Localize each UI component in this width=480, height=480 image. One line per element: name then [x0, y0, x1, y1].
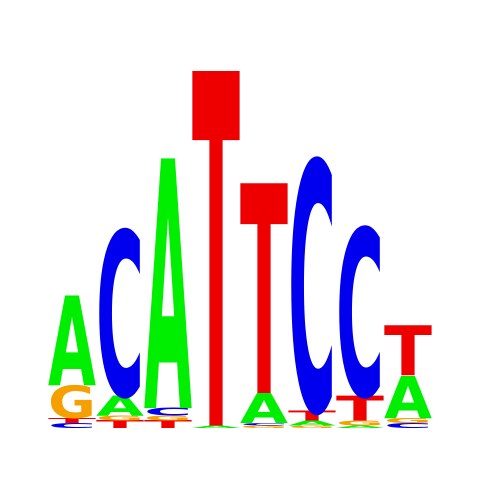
letter-c-pos6: C — [288, 94, 336, 480]
letter-a-pos7: A — [336, 425, 384, 429]
letter-t-pos4: T — [192, 0, 240, 480]
letter-c-pos2: C — [96, 188, 144, 450]
letter-g-pos1: G — [48, 378, 96, 429]
letter-c-pos5: C — [240, 422, 288, 426]
logo-column-4: AT — [192, 0, 240, 480]
letter-g-pos3: G — [144, 414, 192, 422]
letter-c-pos3: C — [144, 406, 192, 418]
letter-a-pos6: A — [288, 419, 336, 427]
letter-g-pos5: G — [240, 425, 288, 429]
letter-c-pos8: C — [384, 422, 432, 430]
letter-t-pos7: T — [336, 390, 384, 430]
letter-g-pos7: G — [336, 419, 384, 427]
letter-a-pos8: A — [384, 365, 432, 433]
letter-t-pos1: T — [48, 417, 96, 425]
letter-g-pos8: G — [384, 417, 432, 425]
letter-a-pos3: A — [144, 92, 192, 480]
letter-g-pos2: G — [96, 414, 144, 422]
letter-t-pos5: T — [240, 128, 288, 462]
letter-a-pos4: A — [192, 425, 240, 429]
letter-t-pos6: T — [288, 408, 337, 424]
letter-t-pos8: T — [384, 313, 432, 392]
letter-g-pos6: G — [288, 425, 336, 429]
letter-t-pos3: T — [144, 418, 193, 430]
letter-a-pos5: A — [240, 386, 288, 434]
letter-a-pos1: A — [48, 272, 96, 416]
letter-t-pos2: T — [96, 418, 145, 430]
letter-c-pos1: C — [48, 422, 96, 430]
letter-a-pos2: A — [96, 391, 144, 422]
letter-c-pos7: C — [336, 182, 384, 450]
